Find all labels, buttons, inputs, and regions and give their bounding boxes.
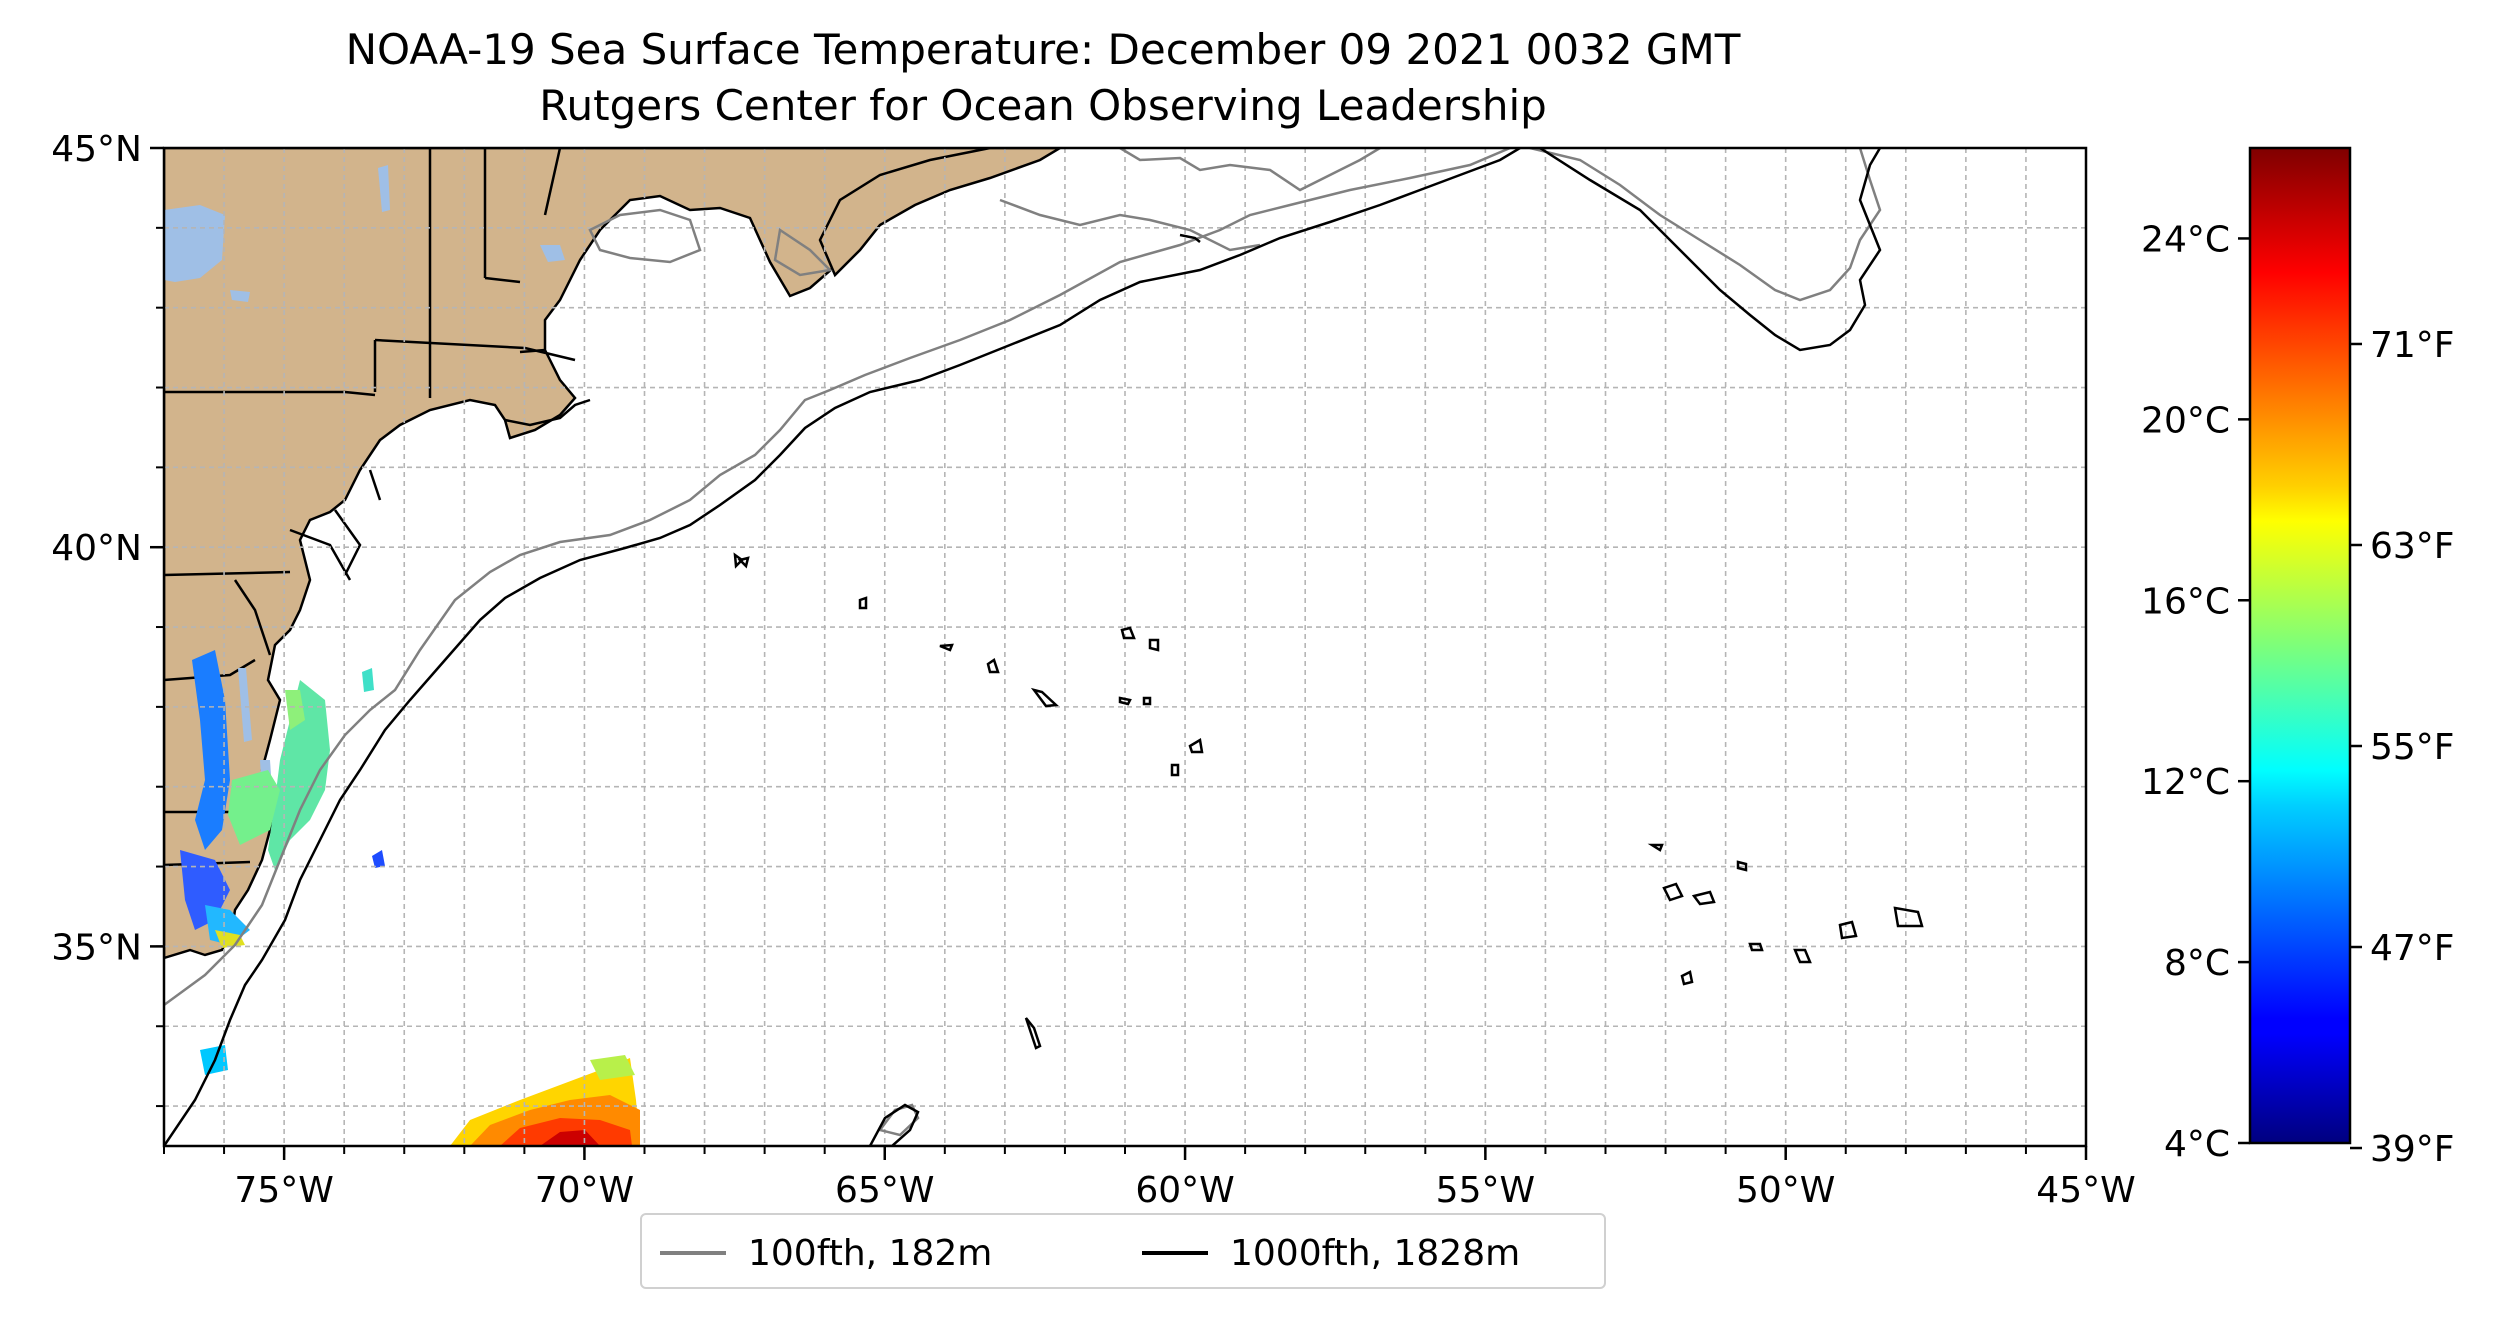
fahrenheit-tick-label: 47°F	[2370, 928, 2455, 969]
legend-swatch-1000fth	[1142, 1251, 1208, 1255]
celsius-tick-label: 8°C	[2164, 943, 2230, 984]
lon-tick-label: 65°W	[835, 1170, 934, 1211]
legend-label-1000fth: 1000fth, 1828m	[1230, 1232, 1521, 1274]
celsius-tick-label: 16°C	[2141, 581, 2230, 622]
isobath-1000fth	[164, 148, 1924, 1146]
legend: 100fth, 182m 1000fth, 1828m	[640, 1213, 1606, 1289]
celsius-tick-label: 12°C	[2141, 762, 2230, 803]
lon-tick-label: 60°W	[1135, 1170, 1234, 1211]
lon-tick-label: 75°W	[234, 1170, 333, 1211]
chart-subtitle: Rutgers Center for Ocean Observing Leade…	[539, 81, 1547, 130]
lon-tick-label: 70°W	[535, 1170, 634, 1211]
fahrenheit-tick-label: 71°F	[2370, 325, 2455, 366]
legend-item-1000fth: 1000fth, 1828m	[1142, 1231, 1520, 1275]
lon-tick-label: 55°W	[1436, 1170, 1535, 1211]
chart-title: NOAA-19 Sea Surface Temperature: Decembe…	[345, 25, 1741, 74]
colorbar-ticks: 24°C 20°C 16°C 12°C 8°C 4°C 71°F 63°F 55°F 47°F 39…	[2141, 219, 2454, 1170]
lat-tick-label: 45°N	[51, 129, 142, 170]
lakes	[164, 165, 565, 792]
legend-swatch-100fth	[660, 1251, 726, 1255]
coastline-details	[368, 233, 1201, 501]
map-axes: 75°W 70°W 65°W 60°W 55°W 50°W 45°W 45°N 40°N 35°N	[51, 129, 2135, 1211]
graticule	[164, 148, 2086, 1146]
lat-tick-label: 40°N	[51, 528, 142, 569]
celsius-tick-label: 4°C	[2164, 1124, 2230, 1165]
fahrenheit-tick-label: 39°F	[2370, 1129, 2455, 1170]
land-nova-scotia	[818, 148, 1063, 278]
lon-tick-label: 50°W	[1736, 1170, 1835, 1211]
lat-tick-label: 35°N	[51, 927, 142, 968]
lon-tick-label: 45°W	[2036, 1170, 2135, 1211]
celsius-tick-label: 24°C	[2141, 219, 2230, 260]
legend-label-100fth: 100fth, 182m	[748, 1232, 993, 1274]
fahrenheit-tick-label: 63°F	[2370, 526, 2455, 567]
fahrenheit-tick-label: 55°F	[2370, 727, 2455, 768]
colorbar	[2248, 146, 2352, 1145]
celsius-tick-label: 20°C	[2141, 400, 2230, 441]
isobath-100fth	[164, 148, 1882, 1137]
legend-item-100fth: 100fth, 182m	[660, 1231, 992, 1275]
sst-data	[180, 650, 640, 1146]
